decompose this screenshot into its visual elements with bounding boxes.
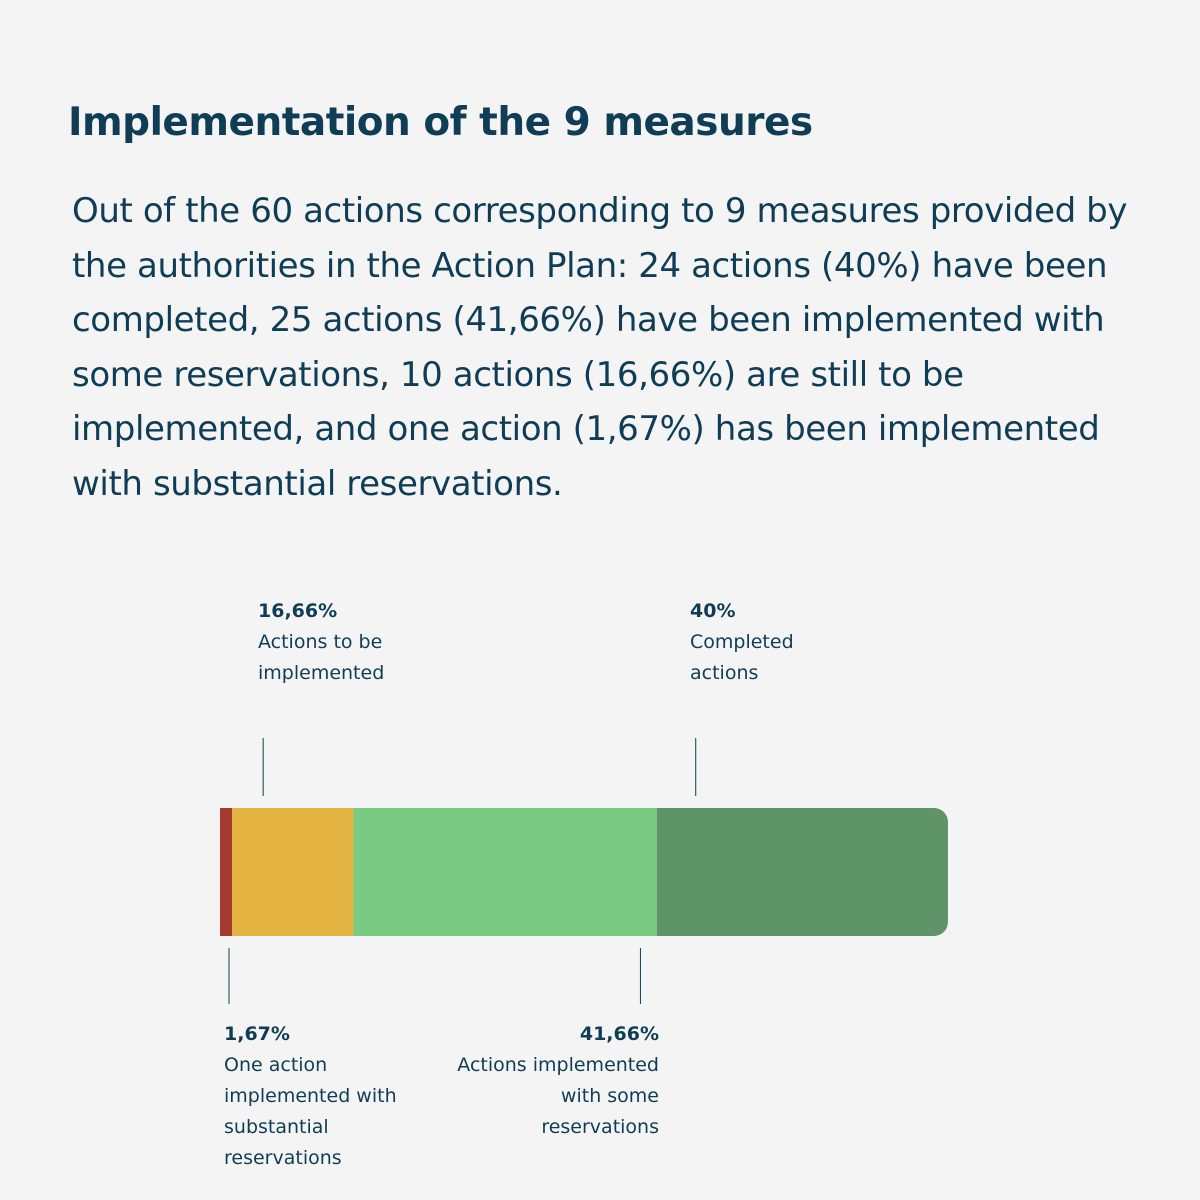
value-label: 16,66% xyxy=(258,600,338,622)
segment-label: 16,66% Actions to be implemented xyxy=(258,596,408,689)
bar-segment xyxy=(353,808,657,936)
legend-label: Actions implemented with some reservatio… xyxy=(457,1054,659,1138)
legend-label: Completed actions xyxy=(690,631,794,684)
value-label: 41,66% xyxy=(579,1023,659,1045)
bar-segment xyxy=(220,808,233,936)
value-label: 1,67% xyxy=(224,1023,290,1045)
chart-subtitle: Out of the 60 actions corresponding to 9… xyxy=(72,191,1128,504)
bar-segment xyxy=(656,808,948,936)
segment-label: 41,66% Actions implemented with some rese… xyxy=(439,1019,659,1143)
segment-label: 1,67% One action implemented with substan… xyxy=(224,1019,414,1174)
chart-title: Implementation of the 9 measures xyxy=(68,100,813,145)
segment-label: 40% Completed actions xyxy=(690,596,820,689)
bar-segment xyxy=(232,808,354,936)
legend-label: Actions to be implemented xyxy=(258,631,385,684)
value-label: 40% xyxy=(690,600,736,622)
legend-label: One action implemented with substantial … xyxy=(224,1054,397,1169)
